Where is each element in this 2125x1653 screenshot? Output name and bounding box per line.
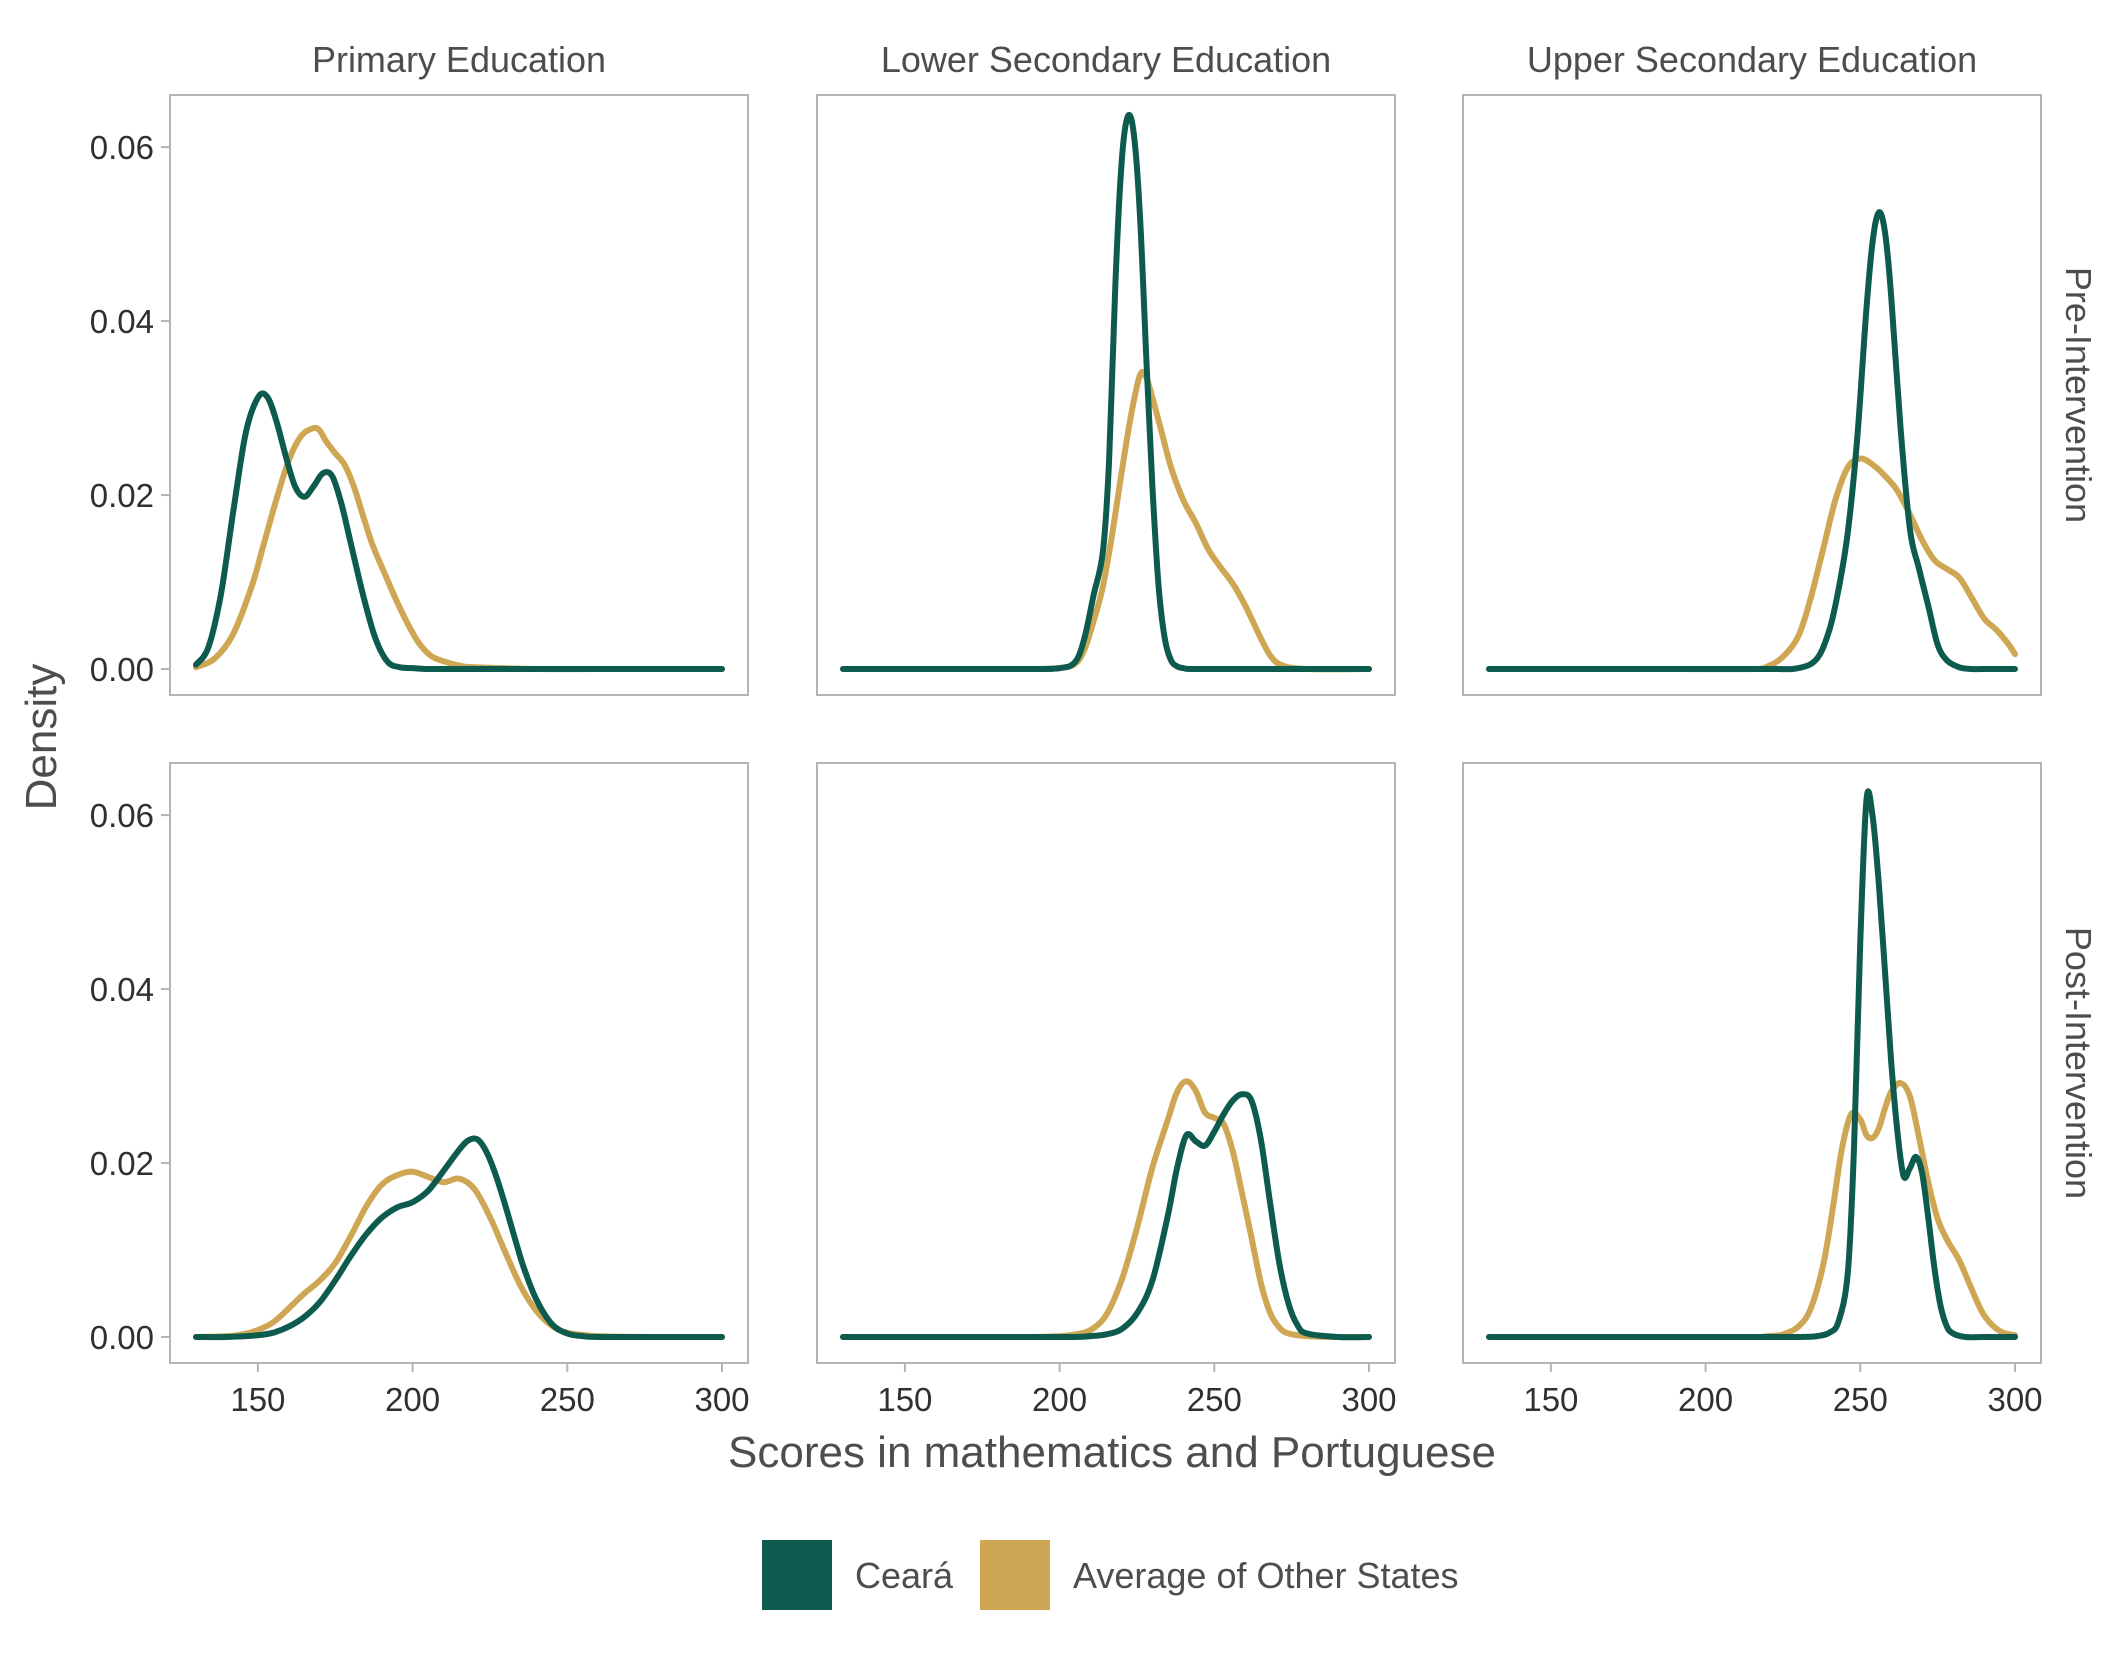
legend: Ceará Average of Other States: [762, 1540, 1459, 1610]
x-tick-label: 150: [877, 1381, 932, 1418]
x-tick-label: 150: [1523, 1381, 1578, 1418]
density-line-cear: [193, 390, 725, 673]
y-axis-title: Density: [17, 664, 66, 811]
y-tick-label: 0.04: [90, 303, 154, 340]
facet-label-primary-education: Primary Education: [312, 39, 606, 80]
x-axis-title: Scores in mathematics and Portuguese: [728, 1428, 1496, 1477]
panels-layer: Primary Education Lower Secondary Educati…: [90, 39, 2099, 1418]
x-tick-label: 250: [1833, 1381, 1888, 1418]
density-line-cear: [840, 1091, 1372, 1341]
panel-border: [1462, 94, 2042, 696]
facet-label-post-intervention: Post-Intervention: [2058, 927, 2099, 1199]
x-tick-label: 300: [694, 1381, 749, 1418]
facet-label-upper-secondary-education: Upper Secondary Education: [1527, 39, 1977, 80]
y-tick-label: 0.06: [90, 797, 154, 834]
x-tick-label: 250: [540, 1381, 595, 1418]
x-tick-label: 300: [1987, 1381, 2042, 1418]
density-line-cear: [1486, 788, 2018, 1341]
panel-border: [816, 94, 1396, 696]
x-tick-label: 300: [1341, 1381, 1396, 1418]
x-tick-label: 200: [1678, 1381, 1733, 1418]
x-tick-label: 200: [385, 1381, 440, 1418]
panel-border: [169, 762, 749, 1364]
density-line-cear: [1486, 209, 2018, 673]
panel-border: [1462, 762, 2042, 1364]
y-tick-label: 0.04: [90, 971, 154, 1008]
density-line-cear: [840, 111, 1372, 673]
panel-primary-education-pre-intervention: 0.00 0.02 0.04 0.06: [90, 94, 749, 696]
y-tick-label: 0.00: [90, 651, 154, 688]
y-tick-label: 0.00: [90, 1319, 154, 1356]
facet-label-pre-intervention: Pre-Intervention: [2058, 267, 2099, 523]
facet-label-lower-secondary-education: Lower Secondary Education: [881, 39, 1331, 80]
legend-label-average-of-other-states: Average of Other States: [1073, 1555, 1459, 1596]
panel-lower-secondary-education-post-intervention: 150 200 250 300: [816, 762, 1397, 1418]
panel-primary-education-post-intervention: 0.00 0.02 0.04 0.06 150 200 250 300: [90, 762, 750, 1418]
panel-lower-secondary-education-pre-intervention: [816, 94, 1396, 696]
panel-upper-secondary-education-pre-intervention: [1462, 94, 2042, 696]
x-tick-label: 250: [1187, 1381, 1242, 1418]
legend-label-cear: Ceará: [855, 1555, 954, 1596]
y-tick-label: 0.02: [90, 1145, 154, 1182]
legend-swatch-cear: [762, 1540, 832, 1610]
x-tick-label: 200: [1032, 1381, 1087, 1418]
x-tick-label: 150: [230, 1381, 285, 1418]
y-tick-label: 0.02: [90, 477, 154, 514]
panel-upper-secondary-education-post-intervention: 150 200 250 300: [1462, 762, 2043, 1418]
panel-border: [816, 762, 1396, 1364]
y-tick-label: 0.06: [90, 129, 154, 166]
density-line-cear: [193, 1135, 725, 1341]
legend-swatch-average-of-other-states: [980, 1540, 1050, 1610]
